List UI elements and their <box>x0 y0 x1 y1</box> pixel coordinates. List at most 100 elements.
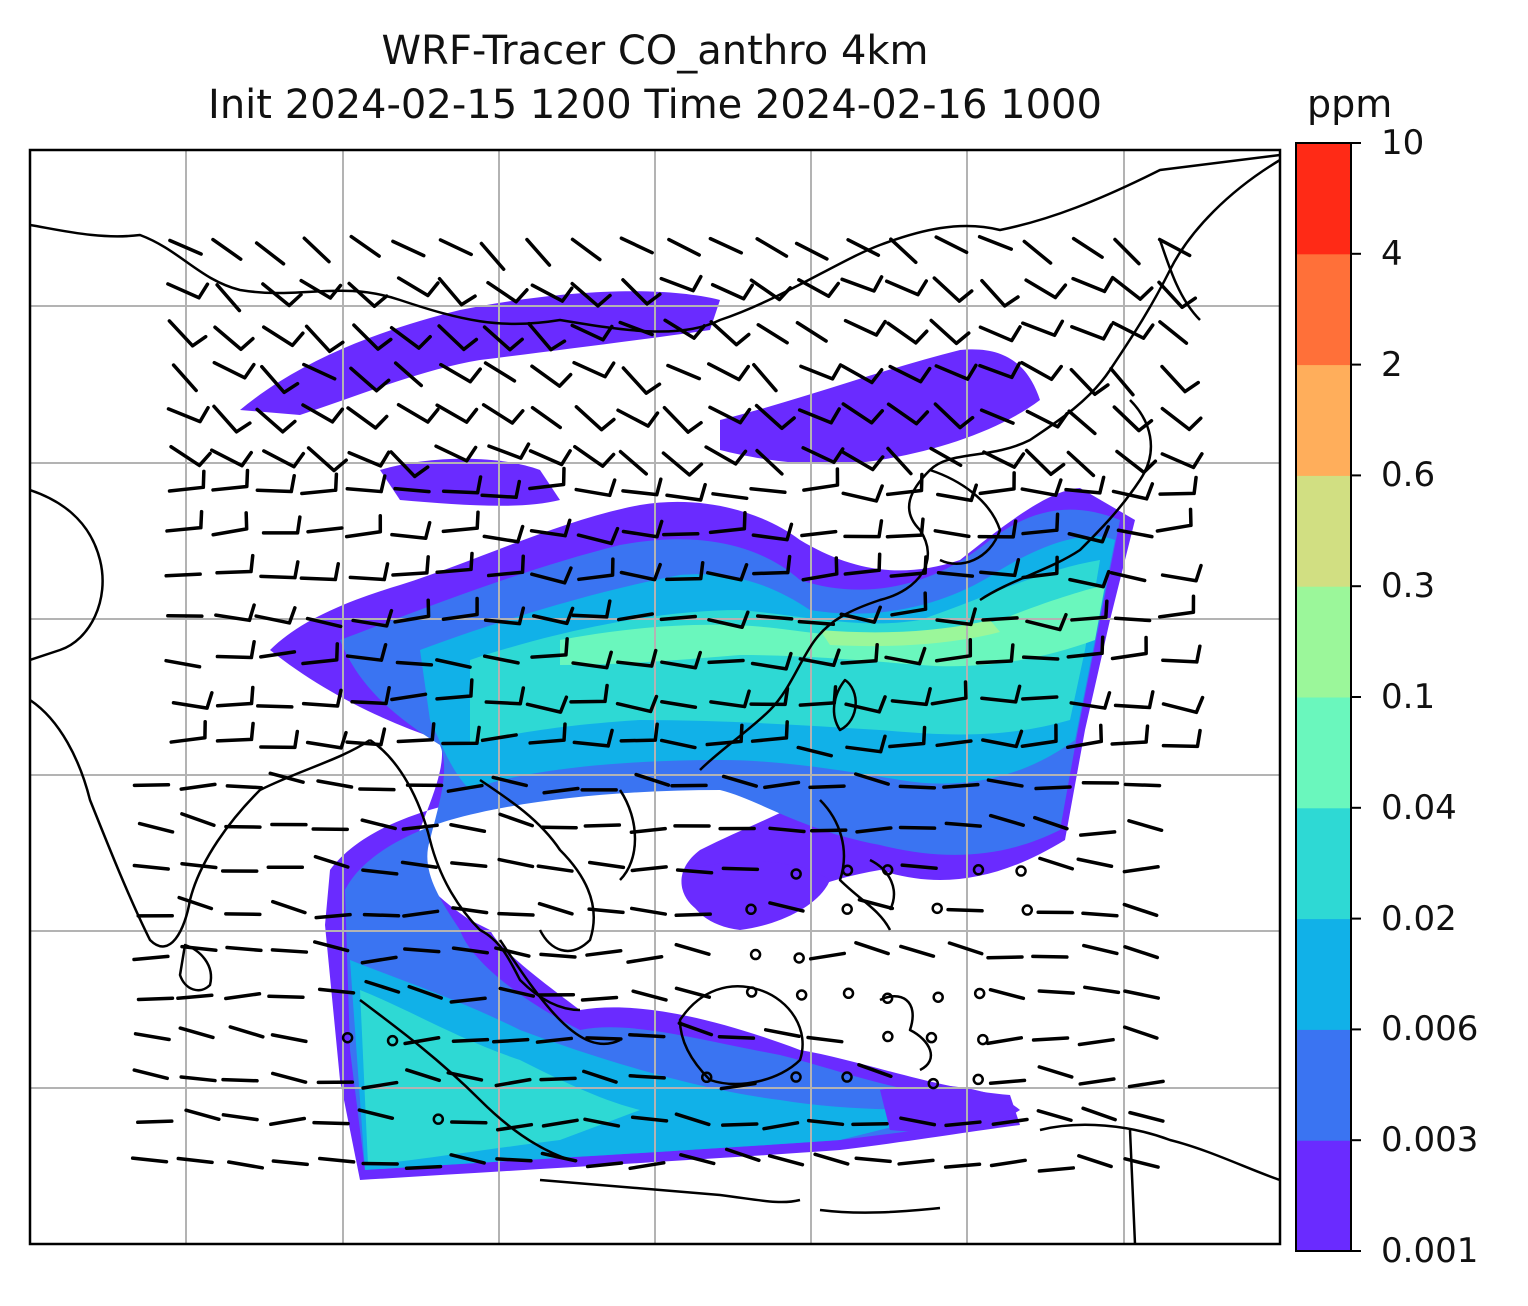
wind-barb <box>361 1080 399 1090</box>
wind-barb <box>986 778 1024 788</box>
wind-barb <box>449 822 487 834</box>
wind-barb <box>750 720 789 743</box>
wind-barb <box>898 825 937 830</box>
wind-barb <box>934 235 969 255</box>
wind-barb <box>255 407 297 434</box>
tracer-plume-teal <box>360 560 1100 1165</box>
wind-barb <box>752 363 778 393</box>
wind-barb <box>574 478 617 498</box>
calm-wind-circle <box>795 989 808 1001</box>
wind-barb <box>347 450 391 468</box>
wind-barb <box>537 901 574 916</box>
wind-barb <box>389 326 432 350</box>
wind-barb <box>662 405 703 434</box>
wind-barb <box>631 989 668 1002</box>
wind-barb <box>890 591 928 617</box>
wind-barb <box>1112 405 1154 433</box>
wind-barb <box>536 864 574 873</box>
wind-barb <box>884 279 929 297</box>
wind-barb <box>898 784 937 790</box>
wind-barb <box>391 239 426 258</box>
wind-barb <box>1066 723 1104 750</box>
wind-barb <box>981 616 1019 622</box>
wind-barb <box>1111 276 1154 301</box>
wind-barb <box>659 614 698 622</box>
wind-barb <box>302 236 331 264</box>
wind-barb <box>1160 452 1204 470</box>
wind-barb <box>659 274 703 293</box>
colorbar-segment <box>1296 807 1351 920</box>
wind-barb <box>1158 320 1189 345</box>
wind-barb <box>435 678 474 701</box>
wind-barb <box>437 324 479 352</box>
wind-barb <box>932 276 974 303</box>
wind-barb <box>314 912 352 920</box>
chart-title-line2: Init 2024-02-15 1200 Time 2024-02-16 100… <box>208 82 1102 128</box>
wind-barb <box>1069 691 1112 710</box>
wind-barb <box>677 1021 714 1037</box>
wind-barb <box>498 812 535 828</box>
wind-barb <box>708 405 752 425</box>
wind-barb <box>299 278 343 300</box>
wind-barb <box>679 1153 716 1166</box>
wind-barb <box>1081 911 1119 918</box>
wind-barb <box>212 360 256 380</box>
wind-barb <box>752 554 792 576</box>
wind-barb <box>1069 367 1110 396</box>
wind-barb <box>936 483 978 503</box>
wind-barb <box>1067 525 1111 544</box>
wind-barb <box>841 450 885 472</box>
wind-barb <box>491 1037 530 1044</box>
colorbar-tick-label: 0.04 <box>1381 787 1457 828</box>
wind-barb <box>362 912 401 918</box>
colorbar-tick-label: 0.001 <box>1381 1231 1479 1271</box>
wind-barb <box>978 325 1022 343</box>
wind-barb <box>262 449 306 469</box>
wind-barb <box>130 1156 169 1164</box>
wind-barb <box>358 787 396 792</box>
calm-wind-circle <box>882 1030 894 1043</box>
wind-barb <box>528 722 567 745</box>
wind-barb <box>434 444 478 463</box>
calm-wind-circle <box>790 1071 802 1083</box>
wind-barb <box>851 1122 889 1127</box>
wind-barb <box>221 1113 259 1122</box>
wind-barb <box>449 996 487 1004</box>
wind-barb <box>261 325 305 348</box>
wind-barb <box>166 282 210 300</box>
wind-barb <box>576 526 620 546</box>
wind-barb <box>256 704 294 709</box>
coastline-india <box>30 488 371 948</box>
wind-barb <box>629 906 668 916</box>
wind-barb <box>213 325 255 352</box>
wind-barb <box>348 562 390 582</box>
wind-barb <box>989 1158 1027 1168</box>
wind-barb <box>1077 1154 1113 1169</box>
wind-barb <box>301 403 345 424</box>
wind-barb <box>1111 482 1155 501</box>
wind-barb <box>674 986 712 999</box>
wind-barb <box>709 689 751 709</box>
wind-barb <box>393 598 431 624</box>
coastline-borneo <box>678 985 804 1086</box>
wind-barb <box>498 986 536 998</box>
wind-barb <box>710 282 754 301</box>
wind-barb <box>301 688 343 708</box>
wind-barb <box>944 821 982 828</box>
colorbar-tick-label: 10 <box>1381 123 1425 163</box>
wind-barb <box>621 477 663 497</box>
wind-barb <box>531 606 575 626</box>
wind-barb <box>708 510 747 535</box>
colorbar-tick-label: 0.1 <box>1381 677 1436 717</box>
wind-barb <box>395 660 434 667</box>
wind-barb <box>843 318 887 337</box>
calm-wind-circle <box>1021 904 1034 916</box>
wind-barb <box>211 237 243 261</box>
wind-barb <box>527 321 567 352</box>
wind-barb <box>1036 1109 1073 1122</box>
wind-barb <box>665 482 707 502</box>
wind-barb <box>587 907 625 915</box>
calm-wind-circle <box>972 864 985 876</box>
wind-barb <box>302 362 337 381</box>
wind-barb <box>884 646 927 666</box>
